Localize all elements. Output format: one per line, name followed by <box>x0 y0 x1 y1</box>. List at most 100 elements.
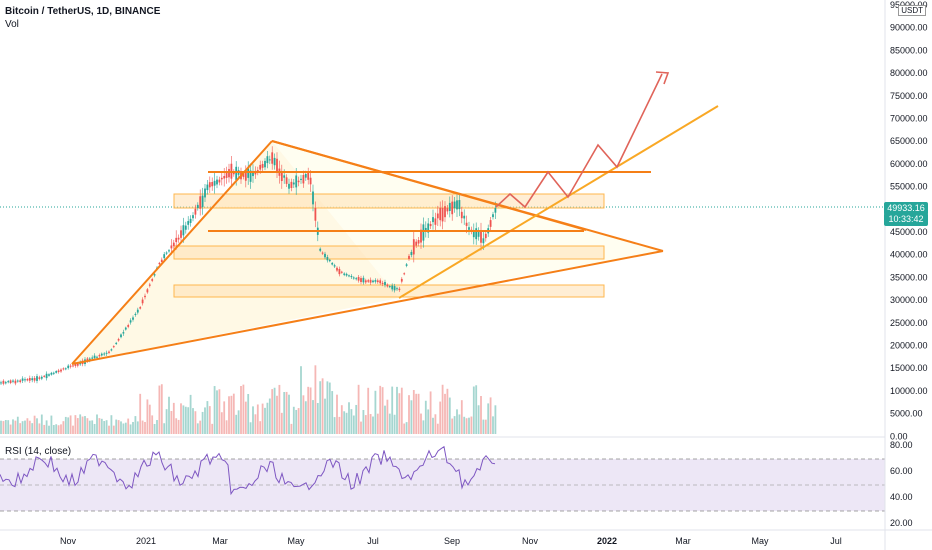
time-tick: 2022 <box>597 536 617 546</box>
symbol-title[interactable]: Bitcoin / TetherUS, 1D, BINANCE <box>5 6 161 17</box>
volume-bar <box>201 411 204 434</box>
volume-bar <box>72 425 74 434</box>
volume-bar <box>410 400 413 434</box>
trendline-ascending-support[interactable] <box>71 250 664 365</box>
volume-bar <box>244 401 247 434</box>
volume-bar <box>393 414 396 434</box>
candle-body <box>271 152 274 164</box>
candle-body <box>96 356 98 358</box>
volume-bar <box>74 415 77 434</box>
volume-bar <box>84 416 86 434</box>
trendline-wedge-top[interactable] <box>271 140 664 252</box>
rsi-tick: 40.00 <box>890 492 913 502</box>
candle-body <box>9 380 12 383</box>
volume-bar <box>386 399 389 434</box>
candle-body <box>12 380 14 382</box>
rsi-label[interactable]: RSI (14, close) <box>5 446 72 457</box>
price-tick: 85000.00 <box>890 45 928 55</box>
candle-body <box>324 253 326 258</box>
price-tick: 80000.00 <box>890 68 928 78</box>
candle-body <box>264 160 266 168</box>
volume-bar <box>50 415 53 434</box>
volume-bar <box>463 416 466 434</box>
volume-bar <box>122 423 125 434</box>
volume-bar <box>21 421 24 434</box>
volume-bar <box>302 395 305 434</box>
time-tick: Jul <box>830 536 842 546</box>
candle-body <box>300 178 302 180</box>
volume-bar <box>19 423 22 434</box>
candle-body <box>160 259 163 263</box>
candle-body <box>420 229 422 243</box>
candle-body <box>465 222 468 226</box>
volume-bar <box>170 410 173 434</box>
candle-body <box>285 177 288 184</box>
candle-body <box>268 159 271 161</box>
candle-body <box>494 207 497 213</box>
candle-body <box>379 280 382 284</box>
volume-bar <box>108 425 110 434</box>
rsi-axis[interactable]: 80.00 60.00 40.00 20.00 <box>890 440 913 528</box>
volume-label[interactable]: Vol <box>5 19 19 30</box>
volume-bar <box>261 403 264 434</box>
projection-path[interactable] <box>495 73 663 209</box>
candle-body <box>184 225 187 230</box>
volume-bar <box>103 420 106 434</box>
candle-body <box>57 370 60 372</box>
volume-bar <box>453 416 456 434</box>
volume-bar <box>43 424 46 434</box>
candle-body <box>148 284 151 286</box>
volume-bar <box>228 396 230 434</box>
volume-bar <box>223 401 226 434</box>
candle-body <box>213 180 216 186</box>
volume-bar <box>26 418 29 434</box>
volume-bar <box>48 425 50 434</box>
volume-bar <box>187 407 190 434</box>
candle-body <box>484 233 487 239</box>
candle-body <box>136 309 139 313</box>
time-axis[interactable]: Nov 2021 Mar May Jul Sep Nov 2022 Mar May Jul <box>60 536 842 546</box>
time-tick: Sep <box>444 536 460 546</box>
trendline-rise[interactable] <box>71 140 273 365</box>
candle-body <box>45 373 48 379</box>
candle-body <box>211 182 214 187</box>
time-tick: Jul <box>367 536 379 546</box>
currency-badge[interactable]: USDT <box>898 5 926 16</box>
volume-bar <box>127 418 130 434</box>
candle-body <box>290 181 293 188</box>
candle-body <box>434 218 437 225</box>
candle-body <box>132 317 134 320</box>
volume-bar <box>405 422 408 434</box>
volume-bar <box>156 420 158 434</box>
zone-rect-upper[interactable] <box>173 193 605 209</box>
volume-bar <box>309 387 312 434</box>
candle-body <box>328 259 331 262</box>
volume-bar <box>2 421 5 434</box>
price-tick: 0.00 <box>890 431 908 441</box>
candle-body <box>360 278 362 283</box>
price-tick: 65000.00 <box>890 136 928 146</box>
candle-body <box>460 211 463 219</box>
candle-body <box>400 278 403 282</box>
zone-rect-middle[interactable] <box>173 245 605 260</box>
candle-body <box>374 280 377 282</box>
candle-body <box>405 264 408 266</box>
candle-body <box>388 286 391 288</box>
volume-bar <box>168 396 170 434</box>
volume-bar <box>424 400 427 434</box>
candle-body <box>276 158 278 172</box>
volume-bar <box>216 390 218 434</box>
candle-body <box>489 220 492 227</box>
zone-rect-lower[interactable] <box>173 284 605 298</box>
volume-bar <box>465 418 468 434</box>
candle-body <box>64 368 67 370</box>
volume-bar <box>300 366 302 434</box>
volume-bar <box>115 419 118 434</box>
candle-body <box>52 372 55 374</box>
volume-bar <box>144 421 146 434</box>
trendline-channel[interactable] <box>398 105 719 299</box>
price-axis[interactable]: 95000.0090000.0085000.0080000.0075000.00… <box>890 0 928 441</box>
volume-bar <box>376 413 379 434</box>
candle-body <box>249 170 252 182</box>
